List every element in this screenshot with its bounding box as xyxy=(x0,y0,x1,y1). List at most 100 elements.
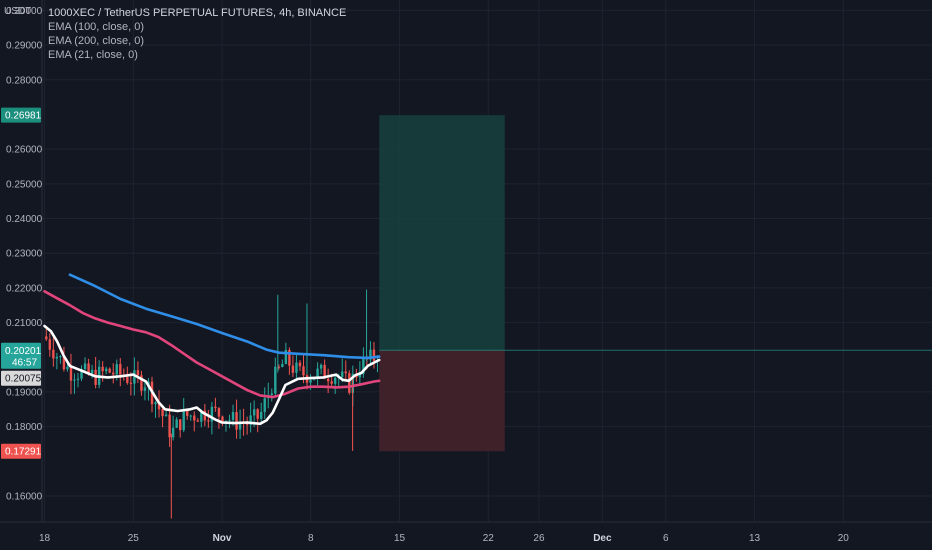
price-tag-target: 0.26981 xyxy=(1,107,42,123)
ema-line xyxy=(43,324,381,426)
candle-body xyxy=(203,410,207,421)
chart-legend: 1000XEC / TetherUS PERPETUAL FUTURES, 4h… xyxy=(48,6,346,62)
candle-body xyxy=(288,349,291,366)
candle-body xyxy=(309,379,312,383)
price-tag-bg xyxy=(1,342,41,369)
candle-body xyxy=(344,371,347,374)
price-tag-label: 0.26981 xyxy=(5,111,42,122)
price-tick-label: 0.21000 xyxy=(6,318,43,329)
indicator-ema-200[interactable]: EMA (200, close, 0) xyxy=(48,35,144,47)
candle-body xyxy=(126,376,129,383)
candle-body xyxy=(59,356,62,358)
candle-body xyxy=(171,427,175,438)
candle-body xyxy=(76,378,80,380)
candle-body xyxy=(326,378,330,382)
candle-body xyxy=(87,363,90,374)
candle-body xyxy=(235,412,238,430)
candle-body xyxy=(140,375,143,391)
candle-body xyxy=(298,362,302,367)
candle-body xyxy=(284,349,288,364)
candle-body xyxy=(83,363,87,370)
candle-body xyxy=(221,416,224,424)
price-tag-ema200: 0.20075 xyxy=(1,370,42,386)
candle-body xyxy=(136,370,140,376)
candle-body xyxy=(274,366,277,394)
candle-body xyxy=(112,372,115,375)
candle-body xyxy=(316,368,319,378)
candle-body xyxy=(133,370,136,384)
price-tag-bg xyxy=(1,370,41,386)
candle-body xyxy=(45,336,48,340)
price-tick-label: 0.26000 xyxy=(6,145,43,156)
candle-body xyxy=(333,377,337,384)
price-tick-label: 0.16000 xyxy=(6,491,43,502)
candle-body xyxy=(217,408,221,417)
candle-body xyxy=(182,409,185,431)
candle-body xyxy=(369,349,372,360)
candle-body xyxy=(348,373,351,393)
candle-body xyxy=(210,406,214,422)
candle-body xyxy=(161,409,164,417)
price-tick-label: 0.18000 xyxy=(6,422,43,433)
candle-body xyxy=(200,410,203,422)
candle-body xyxy=(214,406,217,409)
candle-body xyxy=(323,364,326,379)
ema-lines xyxy=(43,273,381,426)
price-tick-label: 0.28000 xyxy=(6,75,43,86)
symbol-title[interactable]: 1000XEC / TetherUS PERPETUAL FUTURES, 4h… xyxy=(48,7,347,19)
ema-line xyxy=(43,290,381,399)
indicator-ema-21[interactable]: EMA (21, close, 0) xyxy=(48,49,138,61)
indicator-ema-100[interactable]: EMA (100, close, 0) xyxy=(48,21,144,33)
time-tick-label: 20 xyxy=(838,533,850,544)
candle-body xyxy=(358,373,362,378)
ema-line xyxy=(68,273,381,360)
candle-body xyxy=(362,357,365,374)
candle-body xyxy=(196,420,199,422)
countdown-label: 46:57 xyxy=(12,357,37,368)
candle-body xyxy=(189,415,192,417)
price-tag-bg xyxy=(1,107,41,123)
candle-body xyxy=(277,366,281,368)
candle-body xyxy=(256,409,259,419)
price-tick-label: 0.29000 xyxy=(6,41,43,52)
price-tick-label: 0.22000 xyxy=(6,283,43,294)
candle-body xyxy=(66,366,69,370)
candle-body xyxy=(260,411,263,419)
loss-zone xyxy=(379,350,505,452)
candle-body xyxy=(263,398,266,412)
time-tick-label: 6 xyxy=(663,533,669,544)
candle-body xyxy=(101,366,104,372)
candle-body xyxy=(252,409,256,416)
price-tick-label: 0.25000 xyxy=(6,179,43,190)
price-axis: 0.30000 0.29000 0.28000 0.26000 0.25000 0.240… xyxy=(6,0,43,522)
candle-body xyxy=(193,415,196,421)
candle-body xyxy=(168,414,171,438)
price-tag-label: 0.17291 xyxy=(5,447,42,458)
candle-body xyxy=(164,414,168,417)
candle-body xyxy=(249,415,252,425)
candle-body xyxy=(90,369,94,374)
candle-body xyxy=(157,402,161,410)
candle-body xyxy=(80,369,83,379)
candle-body xyxy=(129,382,133,384)
candle-body xyxy=(175,419,178,428)
candle-body xyxy=(302,366,305,376)
candle-body xyxy=(178,419,182,431)
candle-body xyxy=(372,349,376,361)
candle-body xyxy=(281,363,284,368)
time-tick-label: 26 xyxy=(533,533,545,544)
long-position-tool xyxy=(379,115,932,452)
profit-zone xyxy=(379,115,505,351)
candle-body xyxy=(104,368,108,372)
time-tick-label: 13 xyxy=(749,533,761,544)
price-tick-label: 0.19000 xyxy=(6,387,43,398)
currency-label: USDT xyxy=(4,6,32,17)
price-tick-label: 0.24000 xyxy=(6,214,43,225)
time-tick-label: 25 xyxy=(128,533,140,544)
time-axis: 18 25 Nov 8 15 22 26 Dec 6 13 20 xyxy=(0,521,932,544)
time-tick-label: 8 xyxy=(308,533,314,544)
candle-body xyxy=(245,423,249,425)
